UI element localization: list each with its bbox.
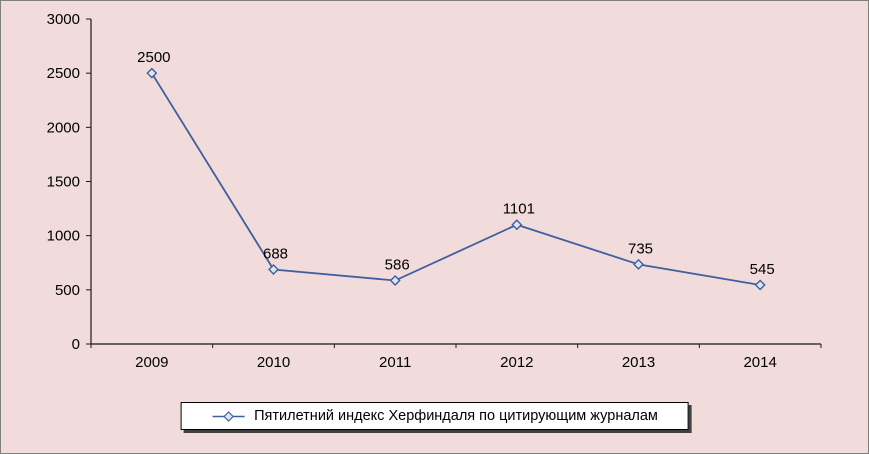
y-axis-tick-label: 500 bbox=[55, 282, 80, 299]
series-line bbox=[151, 72, 761, 286]
x-axis-tick-label: 2012 bbox=[500, 354, 533, 371]
data-point-marker bbox=[511, 219, 523, 231]
data-point-marker bbox=[754, 279, 766, 291]
data-point-label: 688 bbox=[263, 245, 288, 262]
x-axis-tick-label: 2009 bbox=[135, 354, 168, 371]
data-point-marker bbox=[633, 258, 644, 270]
x-axis-tick-label: 2011 bbox=[379, 354, 411, 371]
legend-series-marker-icon bbox=[212, 410, 245, 422]
x-axis-tick-label: 2010 bbox=[257, 354, 290, 371]
y-axis-tick-label: 1000 bbox=[47, 228, 80, 245]
y-axis-tick-label: 3000 bbox=[47, 11, 80, 28]
legend-series-label: Пятилетний индекс Херфиндаля по цитирующ… bbox=[254, 408, 658, 424]
data-point-marker bbox=[268, 263, 279, 275]
x-axis-tick-label: 2013 bbox=[622, 354, 655, 371]
y-axis-tick-label: 0 bbox=[72, 336, 80, 353]
line-chart-plot: 0 500 1000 1500 2000 2500 3000 2009 2010 2011 2012… bbox=[47, 11, 822, 371]
data-point-label: 586 bbox=[385, 257, 410, 274]
data-point-label: 735 bbox=[628, 240, 653, 257]
data-point-marker bbox=[146, 67, 158, 79]
y-axis-tick-label: 1500 bbox=[47, 174, 80, 191]
y-axis-tick-label: 2500 bbox=[47, 65, 80, 82]
chart-legend: Пятилетний индекс Херфиндаля по цитирующ… bbox=[180, 402, 689, 430]
data-point-marker bbox=[389, 275, 401, 287]
data-point-label: 2500 bbox=[137, 49, 170, 66]
data-point-label: 1101 bbox=[503, 201, 535, 218]
data-point-label: 545 bbox=[750, 261, 775, 278]
y-axis-tick-label: 2000 bbox=[47, 119, 80, 136]
x-axis-tick-label: 2014 bbox=[743, 354, 776, 371]
